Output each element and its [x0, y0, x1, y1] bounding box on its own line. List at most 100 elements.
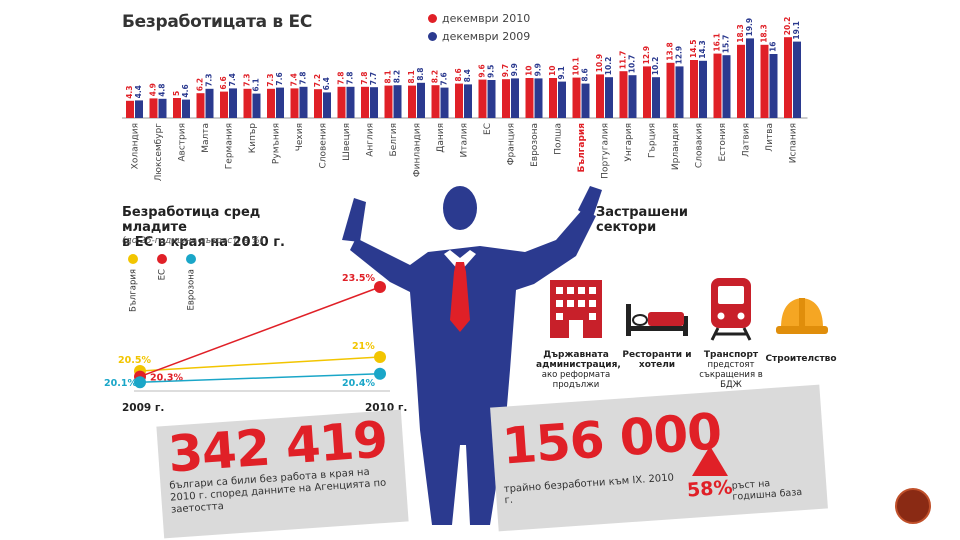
bar-category-label: Австрия: [178, 123, 188, 162]
bar-value-label-2009: 8.8: [416, 68, 425, 81]
bar-value-label-2009: 8.6: [581, 68, 590, 81]
youth-title-line2: в ЕС в края на 2010 г.: [122, 235, 285, 250]
bar-2010: [455, 83, 463, 118]
bar-category-label: Португалия: [601, 123, 611, 179]
sector-text-transport: предстоят съкращения в БДЖ: [699, 360, 763, 390]
youth-value-label-start: 20.5%: [118, 355, 151, 366]
bar-2010: [173, 98, 181, 118]
youth-legend-dot: [157, 254, 167, 264]
bar-value-label-2010: 8.1: [384, 70, 393, 83]
bar-2009: [440, 87, 449, 118]
bar-value-label-2009: 15.7: [722, 35, 731, 54]
youth-legend-label: Еврозона: [187, 269, 197, 310]
bar-2010: [126, 100, 134, 118]
youth-legend-label: ЕС: [158, 269, 168, 280]
bar-category-label: Чехия: [295, 123, 305, 151]
bar-2009: [699, 60, 707, 118]
bar-value-label-2010: 8.1: [407, 70, 416, 83]
bar-2009: [346, 86, 355, 118]
bar-value-label-2010: 18.3: [736, 24, 745, 43]
youth-title-line1: Безработица сред младите: [122, 205, 261, 235]
youth-line: [139, 286, 381, 378]
hotel-bed-icon: [626, 304, 688, 336]
bar-2010: [760, 44, 769, 118]
bar-category-label: Англия: [366, 123, 376, 157]
youth-value-label-end: 20.4%: [342, 378, 375, 389]
bar-value-label-2010: 7.8: [337, 72, 346, 85]
bar-value-label-2009: 7.4: [228, 73, 237, 86]
bar-value-label-2010: 9.6: [478, 64, 487, 77]
bar-2009: [205, 88, 214, 118]
bar-value-label-2009: 14.3: [698, 40, 707, 59]
main-title: Безработицата в ЕС: [122, 12, 313, 32]
legend-label-2010: декември 2010: [442, 12, 531, 25]
bar-2010: [596, 74, 604, 118]
bar-2010: [619, 71, 628, 118]
bar-2010: [713, 53, 722, 118]
bar-value-label-2010: 10.9: [595, 54, 604, 73]
bar-category-label: Финландия: [413, 123, 423, 177]
bar-2010: [384, 85, 393, 118]
train-icon: [710, 278, 752, 341]
bar-value-label-2009: 7.8: [346, 72, 355, 85]
bar-value-label-2009: 7.6: [440, 72, 449, 85]
bar-value-label-2010: 4.9: [149, 83, 158, 96]
bar-value-label-2009: 8.4: [463, 69, 472, 82]
bar-category-label: Швеция: [342, 123, 352, 161]
bar-value-label-2010: 6.6: [219, 76, 228, 89]
bar-2010: [478, 79, 487, 118]
bar-value-label-2010: 8.6: [454, 68, 463, 81]
bar-value-label-2010: 13.8: [666, 42, 675, 61]
bar-value-label-2009: 10.7: [628, 55, 637, 74]
bar-value-label-2010: 10.1: [572, 57, 581, 76]
bar-category-label: Франция: [507, 123, 517, 165]
legend-2010: декември 2010: [428, 12, 530, 25]
bar-2009: [229, 88, 237, 118]
bar-value-label-2009: 19.9: [745, 18, 754, 37]
bar-value-label-2009: 12.9: [675, 46, 684, 65]
sector-label-hotels: Ресторанти и хотели: [620, 350, 694, 370]
bar-2009: [323, 92, 331, 118]
sector-label-transport: Транспорт предстоят съкращения в БДЖ: [696, 350, 766, 390]
bar-2009: [393, 85, 402, 118]
bar-category-label: Италия: [460, 123, 470, 158]
youth-point-start: [134, 376, 146, 389]
seal-logo-icon: [895, 488, 931, 524]
bar-category-label: Унгария: [624, 123, 634, 162]
bar-value-label-2010: 10: [525, 66, 534, 76]
bar-value-label-2010: 11.7: [619, 51, 628, 70]
bar-value-label-2010: 14.5: [689, 39, 698, 58]
youth-value-label-start: 20.1%: [104, 378, 137, 389]
bar-category-label: Люксембург: [154, 123, 164, 182]
bar-value-label-2010: 10: [548, 66, 557, 76]
bar-category-label: Дания: [436, 123, 446, 153]
bar-2010: [314, 89, 322, 118]
youth-value-label-end: 21%: [352, 341, 375, 352]
sectors-title: Застрашени сектори: [596, 205, 716, 235]
bar-category-label: Словакия: [695, 123, 705, 168]
sectors-title-line2: сектори: [596, 220, 657, 235]
bar-value-label-2010: 7.3: [266, 74, 275, 87]
bar-value-label-2010: 6.2: [196, 78, 205, 91]
bar-value-label-2009: 16: [769, 42, 778, 52]
bar-category-label: България: [577, 123, 587, 173]
bar-2010: [243, 88, 252, 118]
bar-value-label-2010: 7.4: [290, 73, 299, 86]
bar-value-label-2009: 19.1: [792, 21, 801, 40]
bar-2010: [361, 86, 369, 118]
bar-2010: [666, 62, 675, 118]
bar-value-label-2010: 7.3: [243, 74, 252, 87]
bar-value-label-2009: 9.1: [557, 66, 566, 79]
youth-point-end: [374, 351, 386, 363]
youth-legend-dot: [186, 254, 196, 264]
bar-2009: [675, 66, 684, 118]
youth-line: [139, 356, 381, 372]
bar-2009: [652, 77, 660, 118]
youth-x-label-start: 2009 г.: [122, 402, 164, 414]
sector-label-construction: Строителство: [764, 354, 838, 364]
bar-category-label: Румъния: [272, 123, 282, 164]
bar-value-label-2009: 9.5: [487, 65, 496, 78]
bar-2009: [158, 98, 167, 118]
bar-2009: [722, 55, 731, 118]
bar-category-label: Малта: [201, 123, 211, 153]
